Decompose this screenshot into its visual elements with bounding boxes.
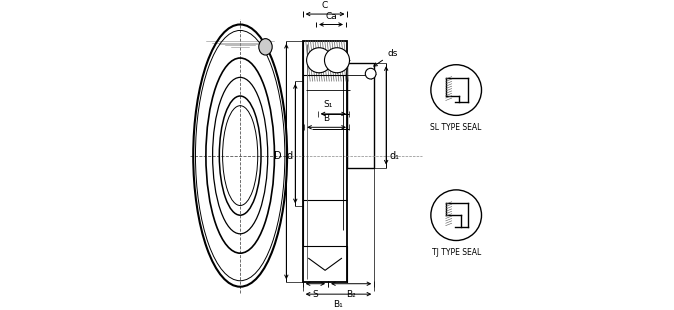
Text: B: B bbox=[324, 114, 330, 123]
Text: B₁: B₁ bbox=[334, 300, 343, 309]
Circle shape bbox=[365, 68, 376, 79]
Text: B₂: B₂ bbox=[346, 290, 356, 299]
Text: C: C bbox=[322, 1, 328, 10]
Bar bbox=[347, 63, 374, 167]
Text: S: S bbox=[313, 290, 318, 299]
Text: D: D bbox=[274, 151, 282, 161]
Ellipse shape bbox=[259, 39, 272, 55]
Text: S₁: S₁ bbox=[324, 100, 333, 109]
Circle shape bbox=[307, 48, 332, 73]
Text: TJ TYPE SEAL: TJ TYPE SEAL bbox=[431, 248, 481, 257]
Text: ds: ds bbox=[374, 49, 398, 66]
Text: d: d bbox=[286, 151, 293, 161]
Bar bbox=[303, 41, 347, 282]
Text: Ca: Ca bbox=[325, 11, 337, 21]
Text: SL TYPE SEAL: SL TYPE SEAL bbox=[431, 123, 482, 132]
Circle shape bbox=[431, 65, 481, 115]
Circle shape bbox=[431, 190, 481, 241]
Circle shape bbox=[324, 48, 350, 73]
Text: d₁: d₁ bbox=[390, 151, 400, 161]
